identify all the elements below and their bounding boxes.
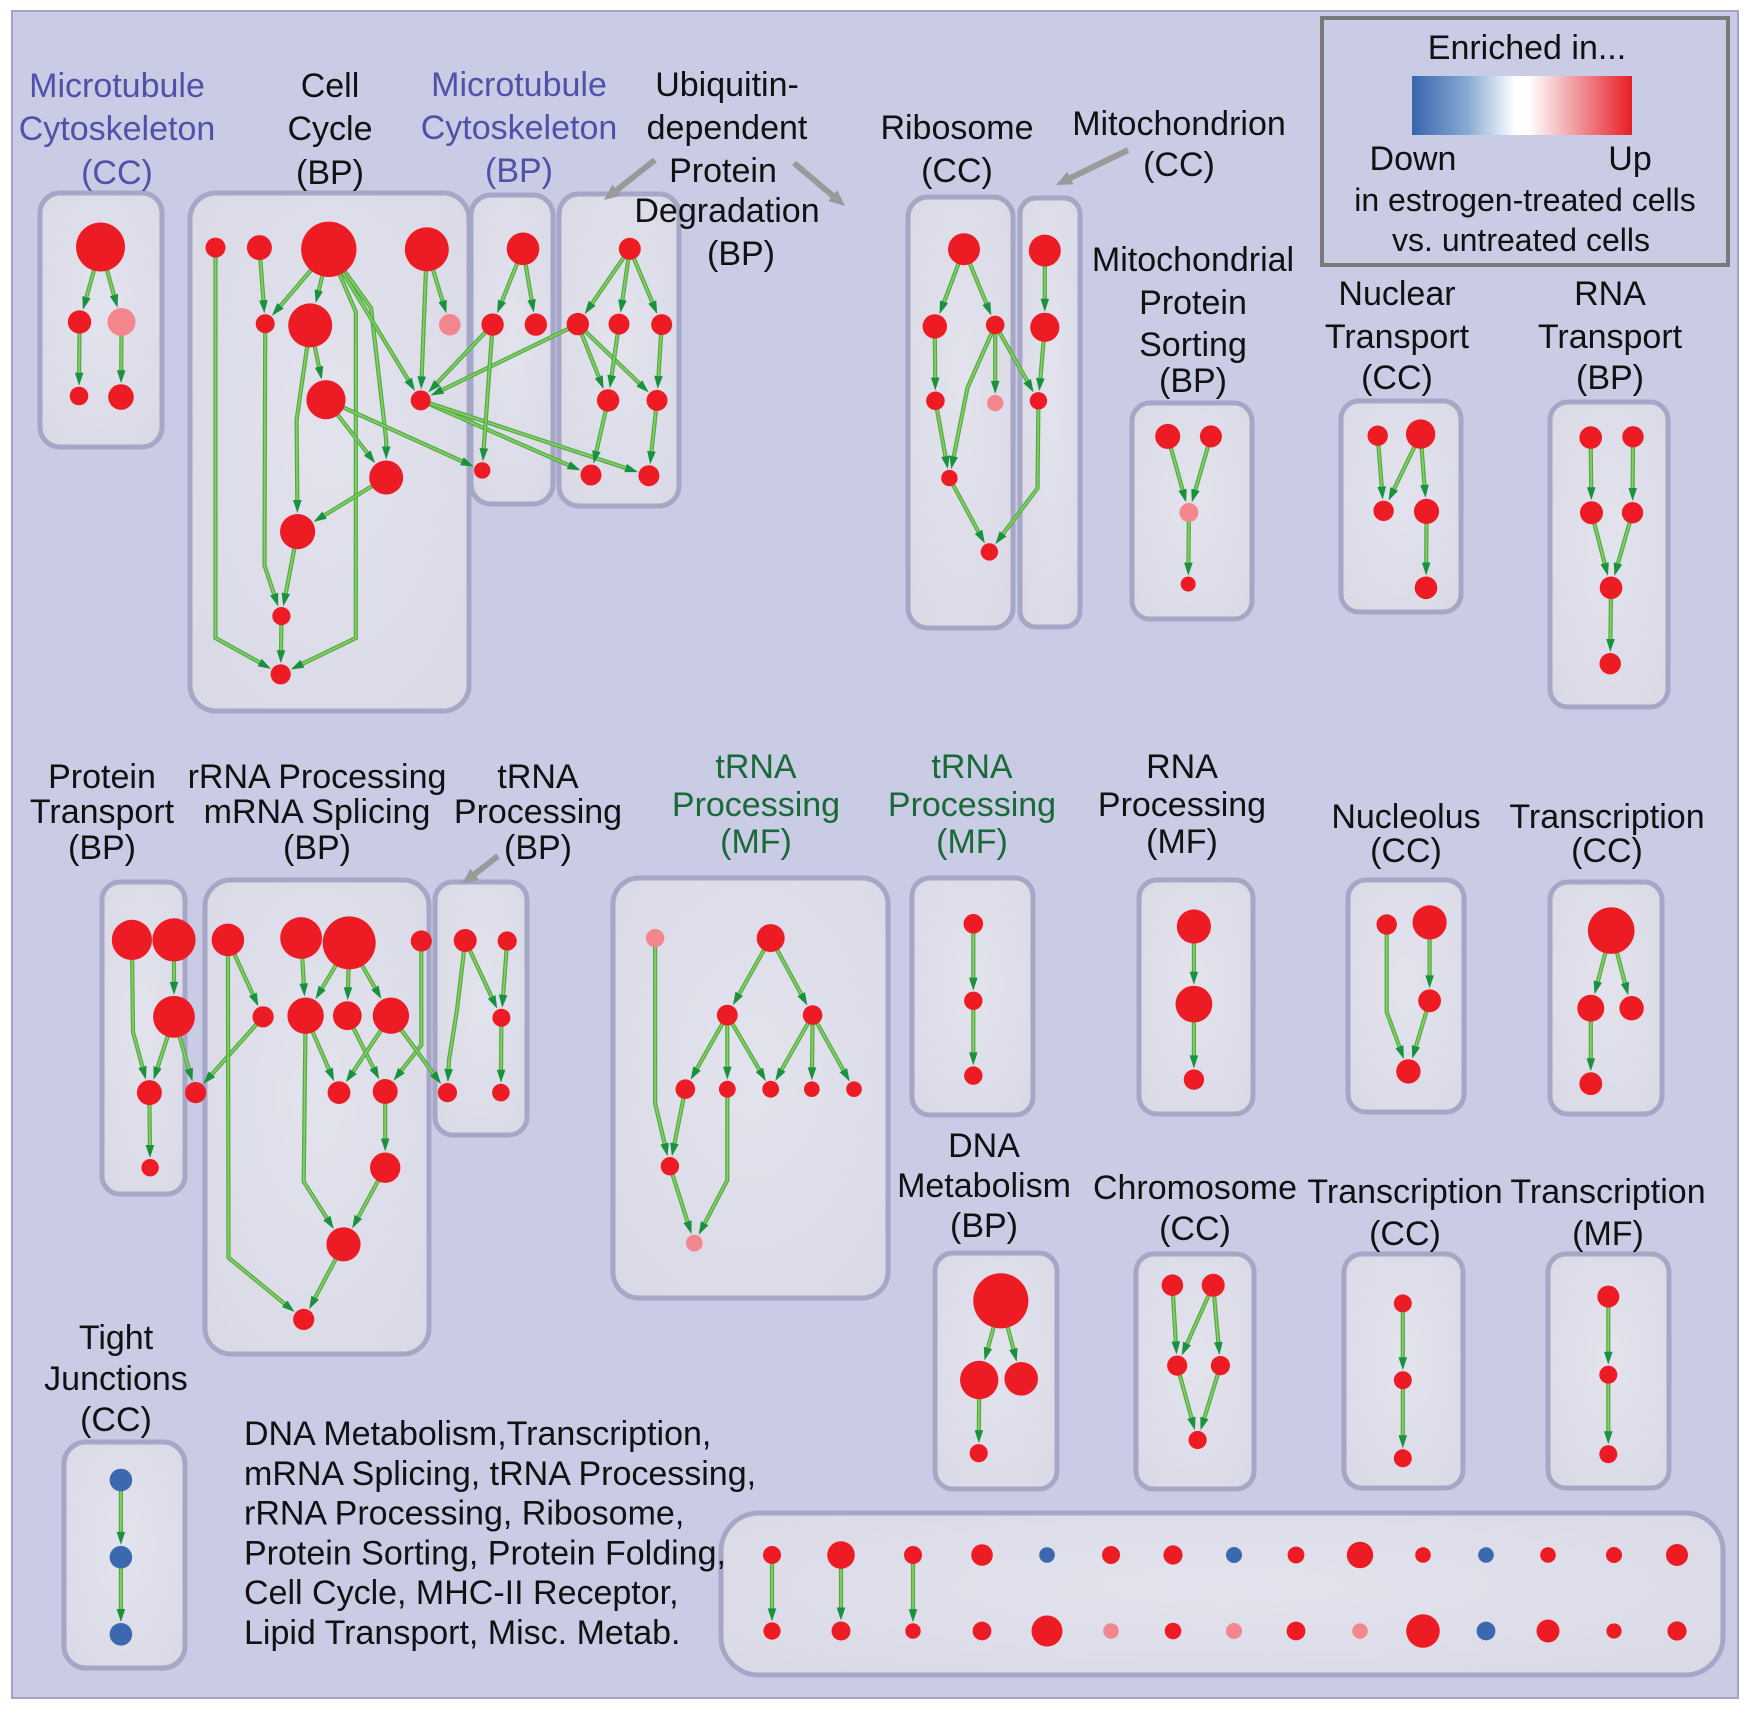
svg-text:DNA: DNA [948, 1127, 1020, 1165]
svg-text:Ribosome: Ribosome [880, 109, 1033, 147]
svg-text:(BP): (BP) [283, 829, 351, 867]
svg-text:tRNA: tRNA [497, 758, 579, 796]
svg-text:Microtubule: Microtubule [431, 66, 607, 104]
svg-text:mRNA Splicing: mRNA Splicing [204, 793, 431, 831]
svg-text:Mitochondrion: Mitochondrion [1072, 105, 1286, 143]
svg-text:Cytoskeleton: Cytoskeleton [19, 110, 216, 148]
svg-text:Protein: Protein [48, 758, 156, 796]
svg-text:Processing: Processing [1098, 786, 1266, 824]
svg-text:Transcription: Transcription [1509, 798, 1704, 836]
svg-text:Cell Cycle, MHC-II Receptor,: Cell Cycle, MHC-II Receptor, [244, 1574, 679, 1612]
svg-text:(BP): (BP) [296, 154, 364, 192]
svg-text:(BP): (BP) [68, 829, 136, 867]
svg-text:Chromosome: Chromosome [1093, 1169, 1297, 1207]
svg-text:(CC): (CC) [921, 152, 993, 190]
svg-text:RNA: RNA [1574, 275, 1646, 313]
svg-text:Microtubule: Microtubule [29, 67, 205, 105]
svg-text:Mitochondrial: Mitochondrial [1092, 241, 1294, 279]
svg-text:tRNA: tRNA [715, 748, 797, 786]
svg-text:Nuclear: Nuclear [1338, 275, 1455, 313]
svg-text:(CC): (CC) [1143, 146, 1215, 184]
svg-text:(BP): (BP) [950, 1207, 1018, 1245]
svg-text:(BP): (BP) [707, 235, 775, 273]
svg-text:(BP): (BP) [485, 152, 553, 190]
svg-text:(BP): (BP) [1576, 359, 1644, 397]
svg-text:(MF): (MF) [1572, 1215, 1644, 1253]
svg-text:mRNA Splicing, tRNA Processing: mRNA Splicing, tRNA Processing, [244, 1455, 756, 1493]
svg-text:RNA: RNA [1146, 748, 1218, 786]
svg-text:Cytoskeleton: Cytoskeleton [421, 109, 618, 147]
svg-text:Transport: Transport [30, 793, 175, 831]
svg-text:(MF): (MF) [936, 823, 1008, 861]
svg-text:Protein: Protein [669, 152, 777, 190]
svg-text:Transport: Transport [1538, 318, 1683, 356]
svg-text:rRNA Processing, Ribosome,: rRNA Processing, Ribosome, [244, 1495, 684, 1533]
svg-text:Ubiquitin-: Ubiquitin- [655, 66, 799, 104]
svg-text:rRNA Processing: rRNA Processing [188, 758, 447, 796]
svg-text:(CC): (CC) [80, 1401, 152, 1439]
svg-text:(BP): (BP) [504, 829, 572, 867]
svg-text:Cycle: Cycle [287, 110, 372, 148]
svg-text:Nucleolus: Nucleolus [1331, 798, 1480, 836]
svg-text:Metabolism: Metabolism [897, 1167, 1071, 1205]
svg-text:Processing: Processing [454, 793, 622, 831]
svg-text:in estrogen-treated cells: in estrogen-treated cells [1354, 182, 1696, 218]
svg-text:Protein Sorting, Protein Foldi: Protein Sorting, Protein Folding, [244, 1534, 726, 1572]
svg-text:dependent: dependent [647, 109, 808, 147]
svg-text:Cell: Cell [301, 67, 360, 105]
svg-text:vs. untreated cells: vs. untreated cells [1392, 222, 1650, 258]
svg-text:Processing: Processing [672, 786, 840, 824]
svg-text:(CC): (CC) [81, 154, 153, 192]
svg-text:(BP): (BP) [1159, 362, 1227, 400]
svg-text:Transport: Transport [1325, 318, 1470, 356]
svg-text:(MF): (MF) [1146, 823, 1218, 861]
svg-text:Degradation: Degradation [634, 192, 819, 230]
svg-text:(CC): (CC) [1361, 359, 1433, 397]
svg-text:Tight: Tight [79, 1319, 154, 1357]
svg-text:(MF): (MF) [720, 823, 792, 861]
svg-text:(CC): (CC) [1571, 832, 1643, 870]
svg-text:Transcription: Transcription [1307, 1173, 1502, 1211]
svg-text:Up: Up [1608, 140, 1651, 178]
svg-text:DNA Metabolism,Transcription,: DNA Metabolism,Transcription, [244, 1415, 711, 1453]
svg-text:Lipid Transport, Misc. Metab.: Lipid Transport, Misc. Metab. [244, 1614, 681, 1652]
svg-text:Down: Down [1370, 140, 1457, 178]
svg-text:(CC): (CC) [1369, 1215, 1441, 1253]
svg-text:Protein: Protein [1139, 284, 1247, 322]
svg-text:(CC): (CC) [1159, 1210, 1231, 1248]
svg-text:Processing: Processing [888, 786, 1056, 824]
svg-text:tRNA: tRNA [931, 748, 1013, 786]
svg-text:Transcription: Transcription [1510, 1173, 1705, 1211]
svg-text:Enriched in...: Enriched in... [1428, 29, 1626, 67]
svg-text:(CC): (CC) [1370, 832, 1442, 870]
svg-text:Sorting: Sorting [1139, 326, 1247, 364]
svg-text:Junctions: Junctions [44, 1360, 188, 1398]
